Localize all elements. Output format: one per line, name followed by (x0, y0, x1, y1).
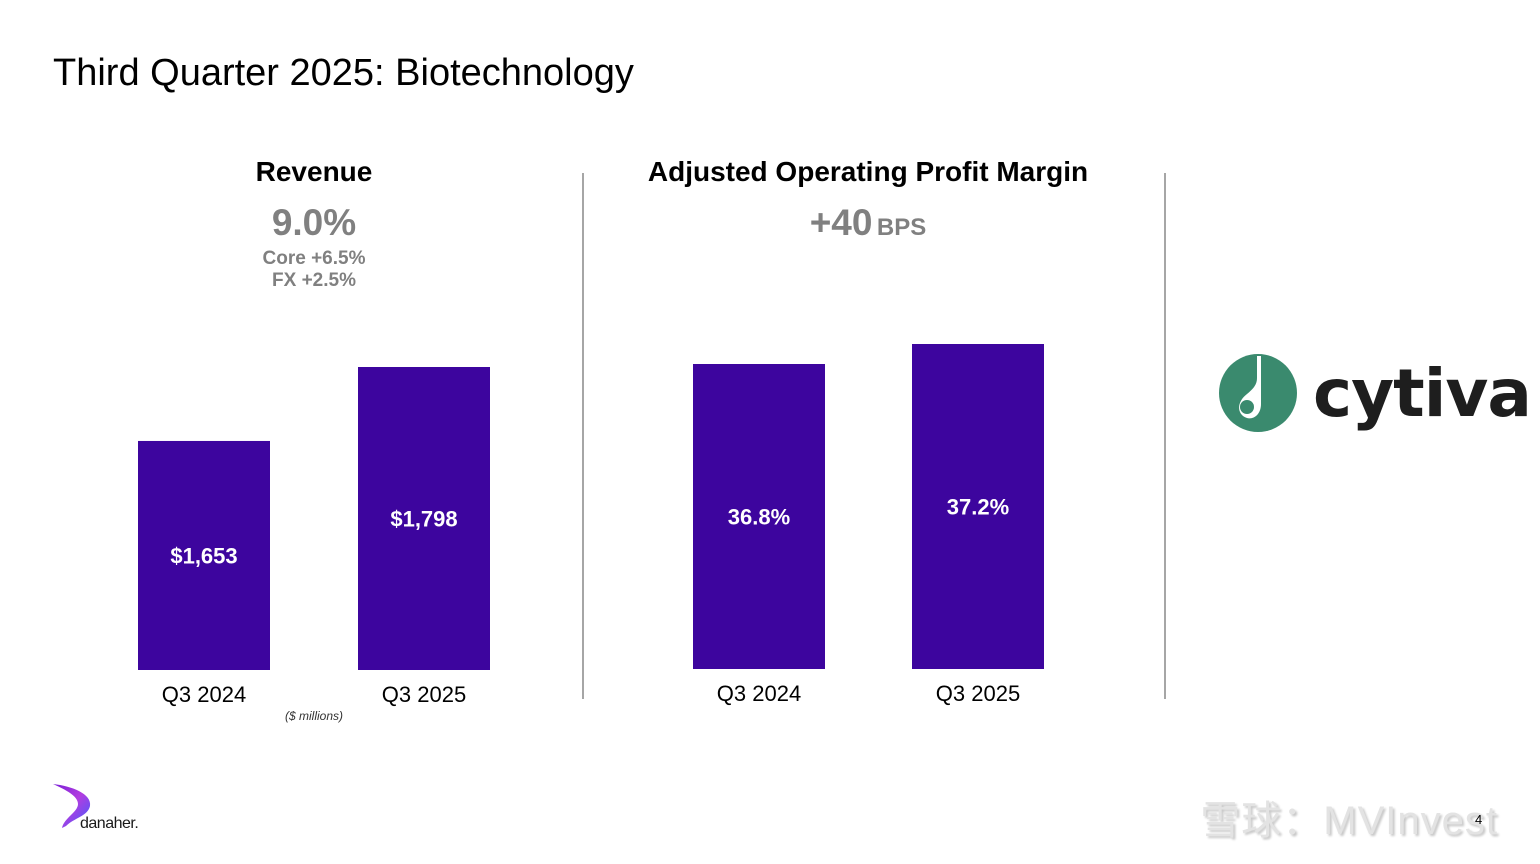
margin-category-label: Q3 2024 (717, 681, 801, 706)
revenue-category-label: Q3 2025 (382, 682, 466, 707)
revenue-chart: $1,653 $1,798 Q3 2024 Q3 2025 (138, 367, 490, 707)
revenue-fx-impact: FX +2.5% (272, 270, 356, 291)
revenue-bar-q3-2024 (138, 440, 270, 670)
margin-bar-q3-2024 (693, 364, 825, 669)
danaher-logo-icon (53, 784, 91, 828)
danaher-wordmark: danaher. (80, 815, 139, 832)
margin-chart: 36.8% 37.2% Q3 2024 Q3 2025 (693, 344, 1044, 706)
revenue-core-growth: Core +6.5% (262, 248, 366, 269)
slide-title: Third Quarter 2025: Biotechnology (53, 52, 634, 94)
panel-divider-right (1164, 173, 1166, 699)
units-note: ($ millions) (284, 709, 343, 723)
cytiva-wordmark: cytiva (1313, 355, 1532, 432)
revenue-title: Revenue (255, 156, 373, 187)
margin-change: +40 BPS (768, 202, 968, 244)
margin-category-label: Q3 2025 (936, 681, 1020, 706)
revenue-bar-q3-2025 (358, 367, 490, 670)
page-number: 4 (1475, 812, 1483, 827)
margin-change-unit: BPS (876, 214, 927, 241)
margin-value-label: 36.8% (728, 505, 790, 530)
revenue-value-label: $1,798 (390, 507, 457, 532)
revenue-growth: 9.0% (271, 202, 357, 243)
margin-value-label: 37.2% (947, 495, 1009, 520)
margin-change-value: +40 (809, 202, 873, 243)
margin-title: Adjusted Operating Profit Margin (647, 156, 1089, 187)
margin-bar-q3-2025 (912, 344, 1044, 669)
panel-divider-left (582, 173, 584, 699)
revenue-category-label: Q3 2024 (162, 682, 246, 707)
revenue-value-label: $1,653 (170, 543, 237, 568)
watermark-text: 雪球：MVInvest (1200, 799, 1498, 843)
cytiva-logo-icon (1219, 354, 1297, 432)
